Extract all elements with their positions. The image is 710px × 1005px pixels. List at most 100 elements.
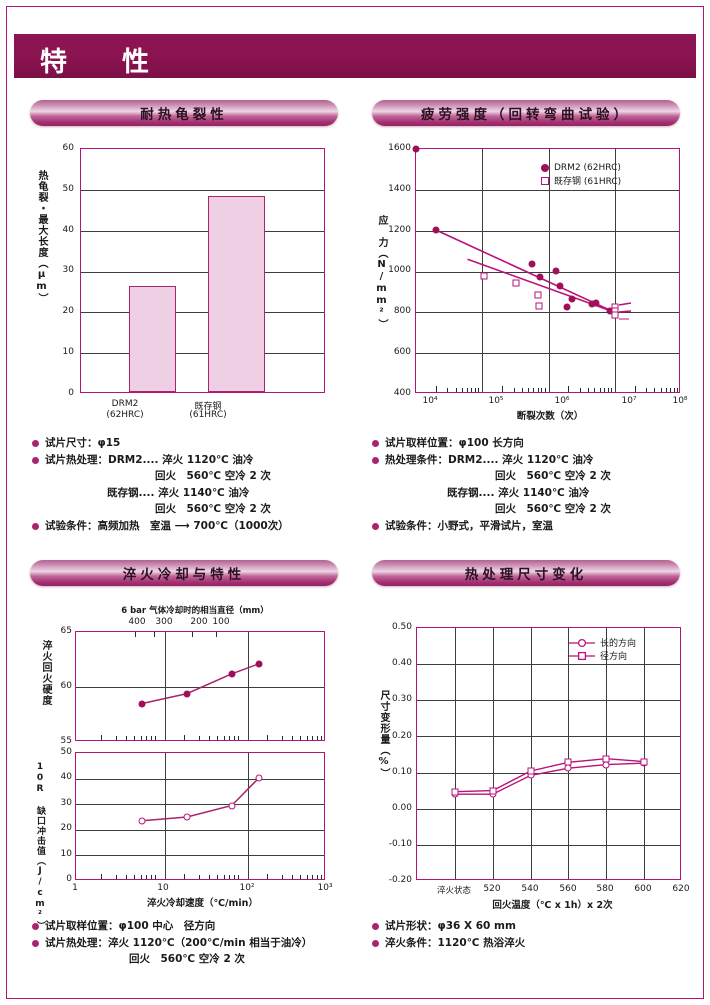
chart2-legend: DRM2 (62HRC) 既存钢 (61HRC) — [541, 161, 621, 187]
chart1-xtick-drm2: DRM2 — [111, 399, 139, 409]
chart2-xtick-5: 10⁸ — [672, 396, 688, 406]
note-item: 既存钢.... 淬火 1140℃ 油冷 — [447, 486, 590, 499]
chart3-top-axis-title: 6 bar 气体冷却时的相当直径（mm） — [121, 606, 269, 616]
data-point-competitor — [611, 311, 619, 319]
legend-item-radial: 径方向 — [569, 649, 636, 662]
bullet-icon — [372, 522, 379, 530]
bullet-icon — [32, 456, 39, 464]
data-point-impact — [138, 817, 146, 825]
data-point-impact — [228, 802, 236, 809]
data-point-drm2 — [606, 307, 614, 315]
chart1-xtick-drm2-sub: (62HRC) — [106, 410, 144, 420]
chart1-xtick-competitor-sub: (61HRC) — [189, 410, 227, 420]
chart4-ytick-030: 0.30 — [391, 694, 412, 704]
bullet-icon — [32, 440, 39, 447]
data-point-impact — [183, 813, 191, 821]
note-item: 试验条件：高频加热 室温 ⟶ 700℃（1000次） — [32, 518, 362, 535]
chart1-xtick-competitor: 既存钢 — [194, 402, 222, 412]
chart2-xtick-3: 10⁶ — [554, 396, 570, 406]
data-point-radial — [564, 758, 572, 766]
note-item: 试片热处理：DRM2.... 淬火 1120℃ 油冷 — [32, 452, 362, 469]
panel-title-fatigue-label: 疲劳强度（回转弯曲试验） — [421, 107, 631, 123]
legend-item-longitudinal: 长的方向 — [569, 636, 636, 649]
chart1-notes: 试片尺寸：φ15 试片热处理：DRM2.... 淬火 1120℃ 油冷 回火 5… — [32, 435, 362, 534]
chart3-impact-ytick-40: 40 — [60, 772, 72, 782]
filled-circle-icon — [541, 163, 549, 172]
chart4-notes: 试片形状：φ36 X 60 mm 淬火条件：1120℃ 热浴淬火 — [372, 918, 702, 951]
bullet-icon — [32, 522, 39, 530]
chart2-xtick-1: 10⁴ — [422, 396, 438, 406]
data-point-hardness — [228, 670, 236, 678]
data-point-radial — [451, 788, 459, 796]
chart3-hardness-ylabel: 淬火回火硬度 — [40, 640, 51, 706]
data-point-impact — [255, 774, 263, 782]
note-item: 回火 560℃ 空冷 2 次 — [495, 470, 611, 482]
chart4-xlabel: 回火温度（℃ x 1h）x 2次 — [492, 900, 613, 911]
chart2-ytick-1600: 1600 — [388, 143, 411, 153]
chart4-xtick-600: 600 — [634, 884, 652, 894]
chart1-ytick-0: 0 — [68, 388, 74, 398]
note-item: 试片形状：φ36 X 60 mm — [372, 918, 702, 935]
legend-item-competitor: 既存钢 (61HRC) — [541, 174, 621, 187]
chart3-impact-ytick-0: 0 — [66, 874, 72, 884]
chart1-ytick-10: 10 — [62, 347, 74, 357]
chart1-ytick-30: 30 — [62, 265, 74, 275]
open-circle-line-icon — [569, 638, 595, 647]
chart3-xlabel: 淬火冷却速度（℃/min） — [147, 898, 258, 909]
chart3-impact-ytick-30: 30 — [60, 798, 72, 808]
data-point-drm2 — [563, 303, 571, 311]
chart2-xlabel: 断裂次数（次） — [516, 411, 584, 422]
chart3-xtick-10: 10 — [157, 883, 169, 893]
panel-title-dimensional-label: 热处理尺寸变化 — [464, 567, 588, 583]
bullet-icon — [372, 456, 379, 464]
chart3-impact-ytick-10: 10 — [60, 849, 72, 859]
page-border — [6, 6, 704, 999]
note-item: 热处理条件：DRM2.... 淬火 1120℃ 油冷 — [372, 452, 707, 469]
chart3-ytick-65: 65 — [60, 626, 72, 636]
data-point-competitor — [534, 291, 542, 299]
bullet-icon — [32, 923, 39, 930]
data-point-hardness — [138, 700, 146, 707]
chart2-plot: DRM2 (62HRC) 既存钢 (61HRC) — [412, 145, 680, 393]
bullet-icon — [372, 939, 379, 947]
chart4-xtick-620: 620 — [672, 884, 690, 894]
panel-title-heat-crack-label: 耐热龟裂性 — [140, 107, 228, 123]
page-title: 特 性 — [40, 47, 163, 78]
chart4-ylabel: 尺寸变形量（%） — [378, 690, 389, 779]
chart3-xtick-1: 1 — [72, 883, 78, 893]
chart3-top-tick-300: 300 — [155, 617, 173, 627]
data-point-radial — [527, 767, 535, 775]
data-point-competitor — [512, 279, 520, 287]
chart2-ytick-1000: 1000 — [388, 265, 411, 275]
chart1-ytick-60: 60 — [62, 143, 74, 153]
chart2-ytick-400: 400 — [393, 388, 411, 398]
chart4-lines — [454, 757, 645, 795]
chart3-ytick-60: 60 — [60, 681, 72, 691]
chart1-ytick-50: 50 — [62, 184, 74, 194]
bar-competitor — [208, 196, 265, 392]
chart4-xtick-540: 540 — [521, 884, 539, 894]
chart3-impact-plot — [75, 752, 325, 880]
note-item: 试片取样位置：φ100 中心 径方向 — [32, 918, 362, 935]
chart2-notes: 试片取样位置：φ100 长方向 热处理条件：DRM2.... 淬火 1120℃ … — [372, 435, 707, 534]
chart2-xtick-4: 10⁷ — [621, 396, 637, 406]
note-item: 回火 560℃ 空冷 2 次 — [155, 503, 271, 515]
chart4-xtick-560: 560 — [559, 884, 577, 894]
panel-title-quench-label: 淬火冷却与特性 — [122, 567, 246, 583]
note-item: 试验条件：小野式，平滑试片，室温 — [372, 518, 707, 535]
panel-title-heat-crack: 耐热龟裂性 — [30, 100, 338, 126]
data-point-drm2 — [432, 226, 440, 234]
chart3-top-tick-200: 200 — [190, 617, 208, 627]
chart3-xtick-100: 10² — [239, 883, 255, 893]
panel-title-fatigue: 疲劳强度（回转弯曲试验） — [372, 100, 680, 126]
data-point-competitor — [480, 272, 487, 280]
data-point-drm2 — [528, 260, 536, 268]
data-point-drm2 — [568, 295, 576, 303]
chart3-impact-ytick-20: 20 — [60, 823, 72, 833]
chart2-ytick-1400: 1400 — [388, 184, 411, 194]
note-item: 既存钢.... 淬火 1140℃ 油冷 — [107, 486, 250, 499]
bar-drm2 — [129, 285, 176, 392]
chart1-ylabel: 热龟裂・最大长度（μm） — [36, 170, 47, 304]
chart4-ytick-020: 0.20 — [391, 731, 412, 741]
data-point-radial — [489, 787, 497, 795]
